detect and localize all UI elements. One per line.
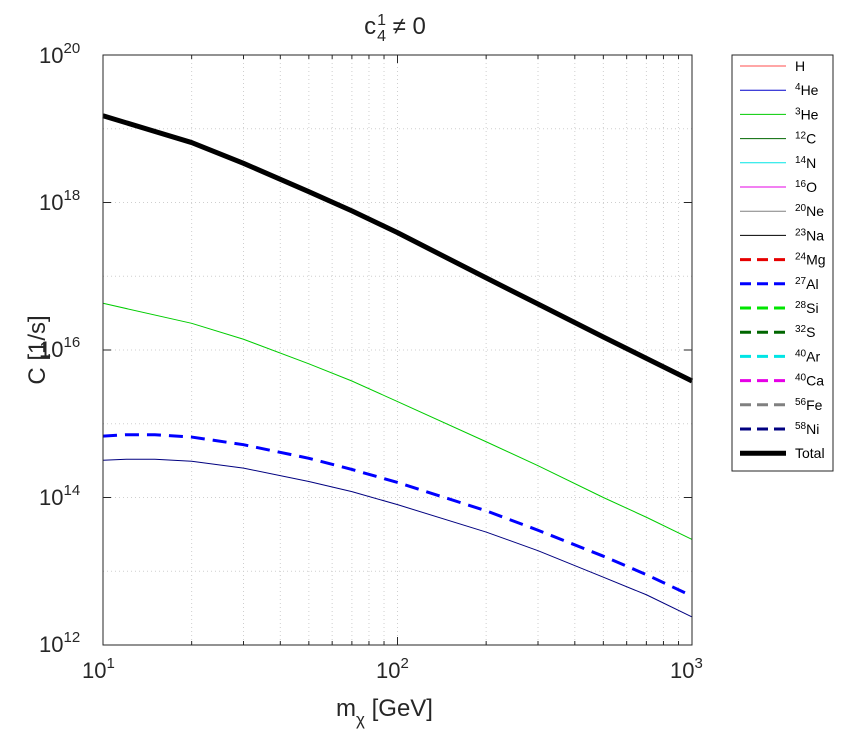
legend-label: Total (795, 445, 825, 461)
title-base: c (364, 13, 376, 40)
legend-isotope-number: 14 (795, 155, 807, 166)
legend-element-name: Na (806, 227, 824, 243)
legend-element-name: Total (795, 445, 825, 461)
title-rest: ≠ 0 (386, 13, 426, 40)
legend-isotope-number: 24 (795, 252, 807, 263)
title-subscript: 4 (377, 28, 386, 45)
legend-element-name: N (806, 155, 816, 171)
legend-isotope-number: 56 (795, 397, 807, 408)
legend-element-name: Ar (806, 348, 820, 364)
legend-isotope-number: 12 (795, 131, 807, 142)
legend-element-name: C (806, 131, 816, 147)
legend-isotope-number: 4 (795, 82, 801, 93)
legend-element-name: Si (806, 300, 818, 316)
legend-element-name: He (801, 106, 819, 122)
legend-element-name: Al (806, 276, 818, 292)
y-tick-label: 1012 (39, 629, 80, 657)
legend-label: 4He (795, 82, 819, 98)
legend-element-name: Ni (806, 421, 819, 437)
legend-isotope-number: 58 (795, 421, 807, 432)
legend-isotope-number: 40 (795, 348, 807, 359)
legend-isotope-number: 28 (795, 300, 807, 311)
legend-isotope-number: 27 (795, 276, 807, 287)
legend-label: 20Ne (795, 203, 824, 219)
y-tick-label: 1018 (39, 187, 80, 215)
legend: H4He3He12C14N16O20Ne23Na24Mg27Al28Si32S4… (740, 58, 826, 461)
legend-label: 27Al (795, 276, 819, 292)
legend-label: 28Si (795, 300, 819, 316)
series-line-total (102, 113, 694, 384)
legend-element-name: S (806, 324, 815, 340)
legend-box (731, 54, 834, 472)
y-tick-label: 1014 (39, 482, 80, 510)
chart-title: c1 4 ≠ 0 (364, 12, 426, 45)
legend-isotope-number: 16 (795, 179, 807, 190)
title-superscript: 1 (377, 12, 386, 29)
legend-label: 40Ar (795, 348, 820, 364)
y-tick-label: 1020 (39, 40, 80, 68)
legend-label: 12C (795, 131, 816, 147)
legend-label: 24Mg (795, 252, 826, 268)
x-axis-label: mχ [GeV] (336, 695, 433, 729)
legend-isotope-number: 32 (795, 324, 807, 335)
legend-element-name: Fe (806, 397, 823, 413)
x-tick-label: 102 (376, 655, 409, 683)
x-tick-label: 101 (82, 655, 115, 683)
legend-element-name: Mg (806, 252, 825, 268)
plot-area (103, 55, 692, 645)
x-tick-labels: 101 102 103 (82, 655, 703, 683)
x-tick-label: 103 (670, 655, 703, 683)
series-line-4he (102, 458, 693, 618)
legend-element-name: H (795, 58, 805, 74)
legend-label: 58Ni (795, 421, 819, 437)
series-line-3he (102, 302, 693, 540)
legend-label: 56Fe (795, 397, 823, 413)
legend-label: 32S (795, 324, 815, 340)
xlabel-rest: [GeV] (365, 695, 433, 722)
legend-element-name: Ne (806, 203, 824, 219)
legend-element-name: He (801, 82, 819, 98)
xlabel-base: m (336, 695, 356, 722)
series-layer (102, 113, 694, 618)
legend-isotope-number: 20 (795, 203, 807, 214)
legend-element-name: O (806, 179, 817, 195)
legend-label: 40Ca (795, 373, 824, 389)
series-line-27al (102, 433, 693, 598)
legend-isotope-number: 23 (795, 227, 807, 238)
legend-label: H (795, 58, 805, 74)
legend-label: 23Na (795, 227, 824, 243)
legend-label: 3He (795, 106, 819, 122)
legend-element-name: Ca (806, 373, 824, 389)
legend-label: 14N (795, 155, 816, 171)
legend-label: 16O (795, 179, 817, 195)
y-tick-label: 1016 (39, 334, 80, 362)
y-axis-label: C [1/s] (24, 315, 51, 384)
legend-isotope-number: 3 (795, 106, 801, 117)
xlabel-subscript: χ (356, 710, 365, 729)
legend-isotope-number: 40 (795, 373, 807, 384)
y-tick-labels: 1012 1014 1016 1018 1020 (39, 40, 80, 657)
tick-marks (102, 54, 692, 646)
